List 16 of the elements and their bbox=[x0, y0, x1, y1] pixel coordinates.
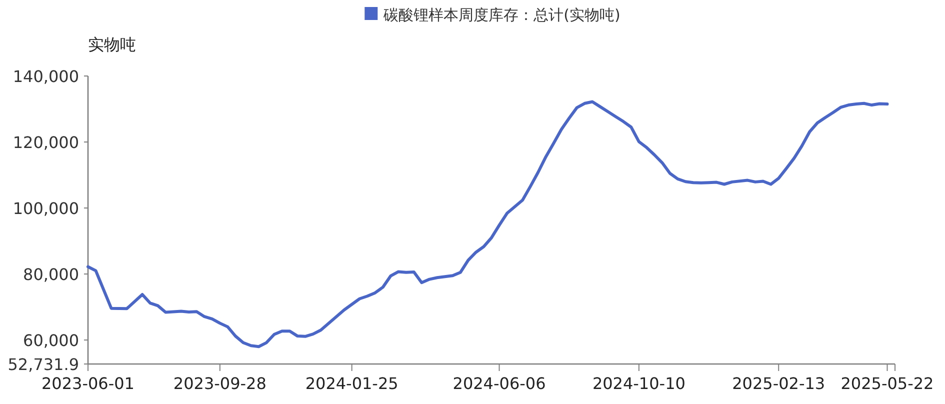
y-tick-label: 140,000 bbox=[12, 67, 79, 86]
x-tick-label: 2025-02-13 bbox=[732, 374, 826, 393]
y-tick-label: 100,000 bbox=[12, 199, 79, 218]
x-tick-label: 2024-01-25 bbox=[305, 374, 398, 393]
legend-label: 碳酸锂样本周度库存：总计(实物吨) bbox=[382, 6, 620, 24]
x-tick-label: 2023-06-01 bbox=[42, 374, 134, 393]
line-series bbox=[86, 100, 889, 348]
y-tick-label: 52,731.9 bbox=[8, 355, 79, 374]
y-axis-title: 实物吨 bbox=[88, 35, 136, 54]
x-tick-label: 2024-10-10 bbox=[592, 374, 686, 393]
y-tick-label: 80,000 bbox=[23, 265, 79, 284]
x-tick-label: 2023-09-28 bbox=[173, 374, 266, 393]
y-tick-label: 120,000 bbox=[12, 133, 79, 152]
y-tick-label: 60,000 bbox=[23, 331, 79, 350]
x-tick-label: 2025-05-22 bbox=[840, 374, 934, 393]
x-tick-label: 2024-06-06 bbox=[452, 374, 546, 393]
